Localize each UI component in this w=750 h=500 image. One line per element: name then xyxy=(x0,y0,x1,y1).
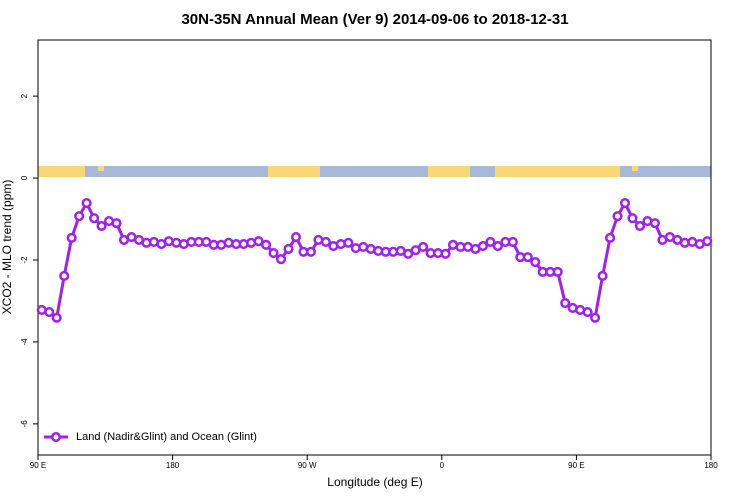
data-point xyxy=(522,252,533,263)
data-line xyxy=(41,199,708,321)
ocean-strip xyxy=(38,166,711,177)
x-tick-label: 90 E xyxy=(568,461,584,470)
data-point xyxy=(403,248,414,259)
data-point xyxy=(590,312,601,323)
y-tick-label: -4 xyxy=(20,338,29,346)
legend-marker xyxy=(50,431,62,443)
plot-frame xyxy=(37,39,712,456)
y-tick-label: -2 xyxy=(20,256,29,264)
data-point xyxy=(530,256,541,268)
land-strip xyxy=(632,166,638,171)
data-point xyxy=(290,232,302,243)
data-point xyxy=(275,254,287,265)
x-axis-label: Longitude (deg E) xyxy=(327,475,422,489)
data-point xyxy=(492,241,503,252)
x-tick-label: 180 xyxy=(166,461,180,470)
chart-title: 30N-35N Annual Mean (Ver 9) 2014-09-06 t… xyxy=(181,11,568,28)
data-point xyxy=(597,270,608,282)
data-point xyxy=(51,312,62,323)
land-strip xyxy=(98,166,104,171)
data-point xyxy=(96,220,107,232)
y-tick-label: -6 xyxy=(20,420,29,428)
data-point xyxy=(619,198,631,209)
data-point xyxy=(81,198,92,209)
data-point xyxy=(605,232,616,243)
data-point xyxy=(261,239,272,250)
legend-label: Land (Nadir&Glint) and Ocean (Glint) xyxy=(76,431,257,443)
data-point xyxy=(702,236,713,247)
land-strip xyxy=(268,166,320,177)
data-point xyxy=(560,297,571,309)
x-tick-label: 180 xyxy=(704,461,718,470)
data-point xyxy=(59,270,70,282)
data-point xyxy=(305,246,316,257)
data-point xyxy=(634,220,646,232)
land-strip xyxy=(495,166,620,177)
y-tick-label: 0 xyxy=(20,175,29,180)
data-point xyxy=(418,241,429,252)
x-tick-label: 0 xyxy=(440,461,445,470)
land-strip xyxy=(38,166,85,177)
data-point xyxy=(440,248,451,259)
data-point xyxy=(66,232,77,243)
y-axis-label: XCO2 - MLO trend (ppm) xyxy=(0,180,14,315)
y-tick-label: 2 xyxy=(20,93,29,98)
data-point xyxy=(44,306,55,318)
data-point xyxy=(627,213,638,224)
data-point xyxy=(111,218,122,229)
data-point xyxy=(582,306,593,318)
x-tick-label: 90 E xyxy=(30,461,46,470)
data-point xyxy=(485,236,496,248)
data-point xyxy=(320,236,331,248)
data-point xyxy=(89,213,100,224)
data-point xyxy=(268,247,279,259)
data-point xyxy=(649,218,660,229)
land-ocean-band xyxy=(38,166,711,177)
data-point xyxy=(74,211,85,222)
data-point xyxy=(477,241,488,252)
x-tick-label: 90 W xyxy=(298,461,317,470)
data-point xyxy=(552,266,563,277)
land-strip xyxy=(428,166,470,177)
data-point xyxy=(507,236,518,248)
data-point xyxy=(343,237,354,248)
data-point xyxy=(612,211,623,222)
data-point xyxy=(253,236,264,247)
data-point xyxy=(283,243,294,254)
